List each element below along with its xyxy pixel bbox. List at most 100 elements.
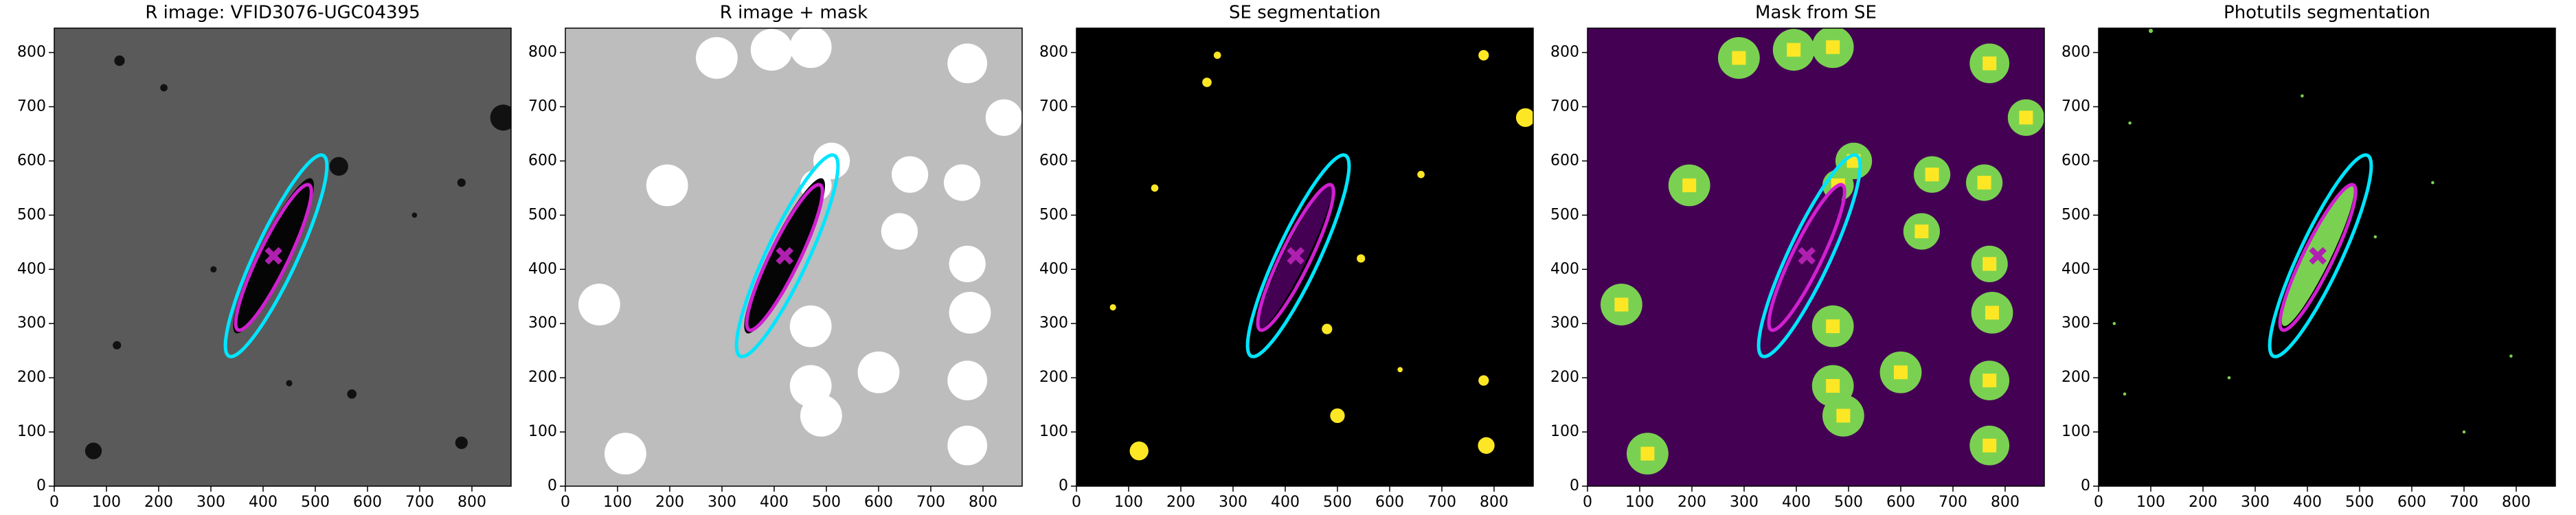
source [947, 43, 988, 84]
x-tick-label: 500 [812, 494, 841, 511]
source [1322, 323, 1333, 334]
panel-title: R image + mask [720, 3, 868, 23]
x-tick-label: 0 [49, 494, 59, 511]
x-tick-label: 500 [1834, 494, 1863, 511]
ellipse [223, 153, 329, 358]
image [54, 28, 511, 486]
image [565, 28, 1022, 486]
panel-title: SE segmentation [1229, 3, 1381, 23]
ellipse [1245, 153, 1351, 358]
axes-frame [1076, 27, 1534, 487]
source [2148, 28, 2154, 33]
x-tick-label: 800 [2502, 494, 2531, 511]
y-tick-label: 300 [1039, 314, 1068, 332]
x-tick-label: 300 [708, 494, 736, 511]
source [2112, 321, 2116, 325]
source [329, 157, 348, 176]
y-tick-label: 700 [528, 98, 557, 115]
source [114, 55, 125, 66]
source [985, 99, 1022, 136]
y-tick-label: 500 [17, 206, 46, 223]
source [347, 389, 357, 399]
source-core [1826, 378, 1840, 393]
source [1478, 437, 1495, 454]
source-core [1982, 257, 1997, 271]
x-tick-label: 800 [1480, 494, 1509, 511]
x-tick-label: 200 [655, 494, 684, 511]
y-tick-label: 200 [17, 369, 46, 386]
x-tick-label: 600 [2397, 494, 2426, 511]
x-tick-label: 100 [2136, 494, 2165, 511]
y-tick-label: 0 [1570, 477, 1579, 494]
y-tick-label: 400 [1550, 260, 1579, 277]
source [210, 266, 217, 273]
source [750, 29, 793, 71]
source [800, 394, 842, 437]
x-tick-label: 500 [1323, 494, 1352, 511]
image [2099, 28, 2555, 486]
source [789, 305, 832, 347]
source [411, 212, 418, 218]
image [1588, 28, 2044, 486]
source [2227, 376, 2231, 380]
source-core [1640, 446, 1655, 461]
x-tick-label: 400 [249, 494, 278, 511]
x-tick-label: 0 [1583, 494, 1592, 511]
source [605, 433, 646, 475]
source [1478, 375, 1489, 386]
y-tick-label: 100 [528, 423, 557, 440]
source-core [1985, 306, 1999, 320]
y-tick-label: 400 [1039, 260, 1068, 277]
source [2431, 181, 2434, 185]
source [1109, 304, 1116, 311]
source [696, 37, 738, 79]
y-tick-label: 100 [17, 423, 46, 440]
axes-frame [54, 27, 512, 487]
x-tick-label: 700 [1939, 494, 1967, 511]
y-tick-label: 100 [1550, 423, 1579, 440]
center-marker [776, 247, 794, 265]
y-tick-label: 600 [528, 152, 557, 169]
y-tick-label: 100 [2061, 423, 2090, 440]
x-tick-label: 200 [144, 494, 173, 511]
x-tick-label: 300 [196, 494, 225, 511]
source [286, 380, 293, 387]
y-tick-label: 200 [528, 369, 557, 386]
source [881, 213, 918, 250]
source [1478, 49, 1489, 61]
panel-title: Photutils segmentation [2224, 3, 2430, 23]
x-tick-label: 0 [1072, 494, 1081, 511]
y-tick-label: 800 [528, 44, 557, 61]
source-core [1914, 225, 1929, 239]
source [1417, 170, 1425, 179]
y-tick-label: 400 [2061, 260, 2090, 277]
source-core [1836, 409, 1851, 423]
x-tick-label: 500 [2345, 494, 2374, 511]
source [84, 442, 102, 459]
y-tick-label: 300 [17, 314, 46, 332]
source-core [1614, 297, 1629, 312]
x-tick-label: 100 [603, 494, 632, 511]
source [1213, 52, 1221, 59]
x-tick-label: 100 [92, 494, 121, 511]
x-tick-label: 800 [1991, 494, 2020, 511]
source [944, 164, 981, 201]
x-tick-label: 400 [760, 494, 789, 511]
ellipse [745, 183, 824, 332]
ellipse [734, 153, 840, 358]
source [457, 178, 466, 187]
source [947, 360, 988, 400]
panel-title: Mask from SE [1755, 3, 1877, 23]
x-tick-label: 100 [1625, 494, 1654, 511]
y-tick-label: 0 [547, 477, 557, 494]
y-tick-label: 500 [1039, 206, 1068, 223]
panel: R image: VFID3076-UGC04395 0 100 200 300 400 5… [17, 3, 512, 511]
panel-title: R image: VFID3076-UGC04395 [145, 3, 420, 23]
x-tick-label: 100 [1114, 494, 1143, 511]
axes-frame [2098, 27, 2556, 487]
x-tick-label: 200 [1166, 494, 1195, 511]
y-tick-label: 800 [17, 44, 46, 61]
x-tick-label: 800 [969, 494, 997, 511]
source-core [1732, 51, 1746, 65]
